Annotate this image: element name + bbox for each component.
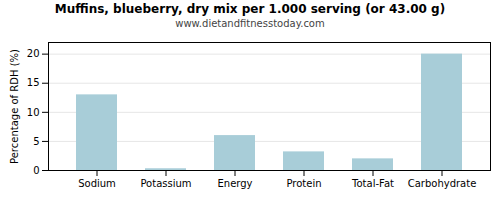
svg-text:Sodium: Sodium (78, 178, 116, 189)
svg-text:Carbohydrate: Carbohydrate (408, 178, 477, 189)
svg-text:Energy: Energy (217, 178, 252, 189)
svg-text:10: 10 (27, 107, 40, 118)
svg-text:0: 0 (33, 165, 39, 176)
svg-text:Potassium: Potassium (140, 178, 191, 189)
svg-text:Total-Fat: Total-Fat (351, 178, 394, 189)
svg-text:15: 15 (27, 77, 40, 88)
svg-text:Percentage of RDH (%): Percentage of RDH (%) (9, 49, 20, 164)
svg-text:20: 20 (27, 48, 40, 59)
html-text:www.dietandfitnesstoday.com: www.dietandfitnesstoday.com (175, 18, 325, 29)
svg-text:5: 5 (33, 136, 39, 147)
html-text:Muffins, blueberry, dry mix pe: Muffins, blueberry, dry mix per 1.000 se… (54, 2, 446, 16)
svg-text:Protein: Protein (286, 178, 321, 189)
